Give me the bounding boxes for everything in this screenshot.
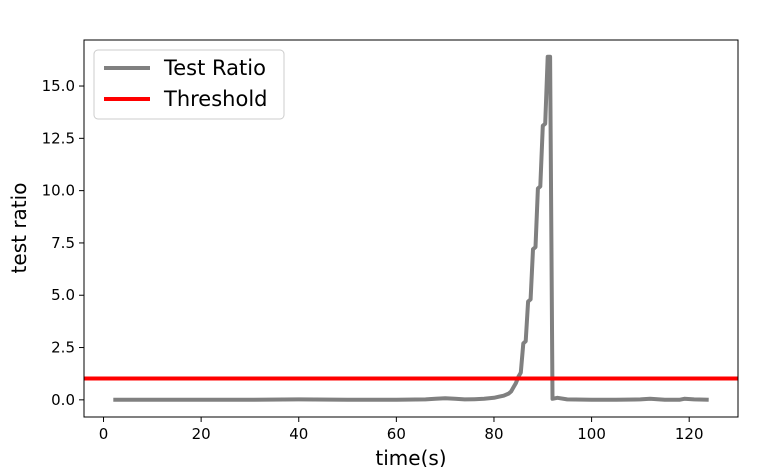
y-tick-label: 10.0 [42,182,75,200]
x-tick-label: 20 [192,425,211,443]
legend-label-threshold: Threshold [163,87,268,111]
y-tick-label: 0.0 [51,391,75,409]
y-tick-label: 15.0 [42,77,75,95]
y-tick-label: 7.5 [51,234,75,252]
x-tick-label: 60 [387,425,406,443]
series-line-test-ratio [113,54,709,402]
x-tick-label: 80 [484,425,503,443]
y-axis-label: test ratio [7,183,31,274]
legend-label-test-ratio: Test Ratio [163,56,266,80]
x-tick-label: 100 [577,425,606,443]
y-tick-label: 12.5 [42,129,75,147]
x-tick-label: 40 [289,425,308,443]
x-tick-label: 120 [675,425,704,443]
x-tick-label: 0 [99,425,109,443]
y-tick-label: 2.5 [51,339,75,357]
legend: Test Ratio Threshold [93,49,285,120]
plot-frame [83,39,739,418]
y-tick-label: 5.0 [51,286,75,304]
series-layer [84,54,738,402]
x-axis-label: time(s) [375,446,446,467]
tick-layer: 0 20 40 60 80 100 120 0.0 2.5 5.0 7.5 10.0 12.5 15.0 [42,77,704,443]
